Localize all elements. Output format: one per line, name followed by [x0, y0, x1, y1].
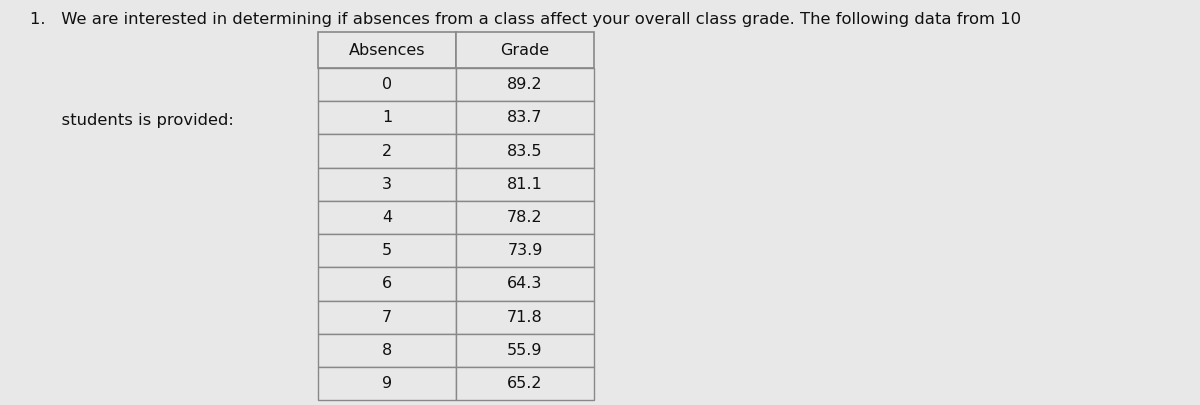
Text: Grade: Grade [500, 43, 550, 58]
Text: 6: 6 [382, 276, 392, 292]
Text: 71.8: 71.8 [508, 309, 542, 325]
Text: 4: 4 [382, 210, 392, 225]
Text: students is provided:: students is provided: [30, 113, 234, 128]
Text: 55.9: 55.9 [508, 343, 542, 358]
Text: 89.2: 89.2 [508, 77, 542, 92]
Text: 73.9: 73.9 [508, 243, 542, 258]
Text: 83.7: 83.7 [508, 110, 542, 126]
Text: 0: 0 [382, 77, 392, 92]
Text: 78.2: 78.2 [508, 210, 542, 225]
Text: 64.3: 64.3 [508, 276, 542, 292]
Text: 2: 2 [382, 143, 392, 159]
Text: Absences: Absences [349, 43, 425, 58]
Text: 7: 7 [382, 309, 392, 325]
Text: 83.5: 83.5 [508, 143, 542, 159]
Text: 65.2: 65.2 [508, 376, 542, 391]
Text: 81.1: 81.1 [508, 177, 542, 192]
Text: 9: 9 [382, 376, 392, 391]
Text: 1.   We are interested in determining if absences from a class affect your overa: 1. We are interested in determining if a… [30, 12, 1021, 27]
Text: 1: 1 [382, 110, 392, 126]
Text: 8: 8 [382, 343, 392, 358]
Text: 5: 5 [382, 243, 392, 258]
Text: 3: 3 [382, 177, 392, 192]
